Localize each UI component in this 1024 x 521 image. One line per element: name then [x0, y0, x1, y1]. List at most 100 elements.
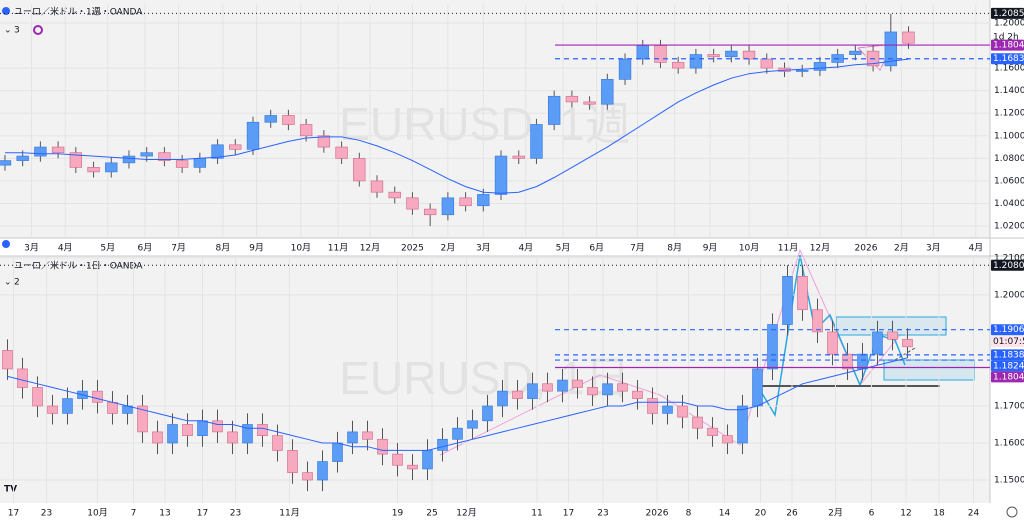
- x-tick-label: 6月: [589, 243, 604, 254]
- x-tick-label: 17: [8, 509, 19, 519]
- indicator-icon[interactable]: [33, 25, 43, 35]
- indicator-count[interactable]: 2: [14, 278, 20, 288]
- candle-body: [812, 309, 823, 333]
- candle-body: [317, 135, 331, 148]
- candle-body: [107, 401, 118, 414]
- x-tick-label: 24: [968, 509, 980, 519]
- candle-body: [742, 50, 756, 60]
- candle-body: [47, 405, 58, 414]
- x-tick-label: 2025: [401, 244, 424, 254]
- zone-box: [883, 359, 975, 381]
- candle-body: [767, 324, 778, 370]
- candle-body: [282, 115, 295, 125]
- y-tick-label: 1.1600: [994, 64, 1024, 74]
- watermark: EURUSD, 1週: [339, 98, 630, 150]
- price-label: 1.1906: [993, 325, 1024, 335]
- candle-body: [229, 144, 242, 150]
- indicator-count[interactable]: 3: [14, 26, 20, 36]
- candle-body: [332, 442, 343, 462]
- candle-body: [212, 420, 223, 433]
- candle-body: [377, 438, 388, 455]
- x-tick-label: 2026: [646, 509, 669, 519]
- candle-body: [557, 379, 568, 392]
- countdown: 1d 2h: [993, 33, 1019, 43]
- x-tick-label: 8月: [216, 243, 231, 254]
- candle-body: [122, 155, 136, 164]
- candle-body: [477, 194, 490, 207]
- candle-body: [17, 368, 28, 388]
- x-tick-label: 9月: [703, 243, 718, 254]
- x-tick-label: 10月: [739, 243, 759, 254]
- candle-body: [725, 50, 738, 58]
- x-tick-label: 14: [719, 509, 731, 519]
- candle-body: [347, 431, 358, 444]
- settings-icon[interactable]: [1006, 506, 1018, 518]
- collapse-icon[interactable]: ⌄: [4, 26, 12, 36]
- y-tick-label: 1.2000: [994, 18, 1024, 28]
- price-label: 1.1804: [993, 372, 1024, 382]
- x-tick-label: 6月: [138, 243, 153, 254]
- moving-average: [7, 357, 908, 451]
- candle-body: [158, 152, 171, 161]
- candle-body: [246, 121, 260, 150]
- candle-body: [512, 390, 523, 399]
- candle-body: [2, 350, 13, 370]
- x-tick-label: 12月: [360, 243, 380, 254]
- candle-body: [34, 146, 47, 157]
- candle-body: [632, 390, 643, 399]
- candle-body: [152, 431, 163, 444]
- x-tick-label: 17: [197, 509, 208, 519]
- price-label: 1.1804: [993, 41, 1024, 51]
- candle-body: [167, 424, 178, 444]
- candle-body: [583, 101, 596, 105]
- x-tick-label: 11月: [279, 508, 299, 519]
- collapse-icon[interactable]: ⌄: [4, 278, 12, 288]
- candle-body: [193, 157, 207, 168]
- candle-body: [406, 197, 419, 210]
- candle-body: [857, 353, 868, 370]
- x-tick-label: 4月: [58, 243, 73, 254]
- price-label-bg: [991, 7, 1024, 19]
- candle-body: [272, 435, 283, 451]
- candle-body: [572, 379, 583, 388]
- x-tick-label: 13: [159, 509, 170, 519]
- candle-body: [601, 79, 614, 105]
- candle-body: [175, 160, 189, 168]
- candle-body: [0, 160, 12, 166]
- price-label: 1.1824: [993, 361, 1024, 371]
- candle-body: [722, 435, 733, 444]
- x-tick-label: 12月: [810, 243, 830, 254]
- tv-logo[interactable]: TV: [4, 485, 17, 495]
- candle-body: [257, 424, 268, 436]
- x-tick-label: 4月: [968, 243, 983, 254]
- candle-body: [737, 405, 748, 444]
- x-tick-label: 12月: [456, 508, 476, 519]
- x-tick-label: 8月: [667, 243, 682, 254]
- candle-body: [211, 144, 224, 159]
- projection-arrow: [894, 347, 916, 361]
- candle-body: [302, 472, 313, 481]
- candle-body: [872, 331, 883, 355]
- pane-bg: [0, 0, 990, 238]
- candle-body: [707, 54, 720, 58]
- symbol-header: ユーロ／米ドル・1週・OANDA: [14, 6, 143, 18]
- candle-body: [335, 146, 348, 159]
- candle-body: [494, 155, 508, 195]
- y-tick-label: 1.1400: [994, 86, 1024, 96]
- candle-body: [813, 62, 827, 71]
- x-tick-label: 9月: [249, 243, 264, 254]
- price-label: 1.2080: [993, 261, 1024, 271]
- candle-body: [140, 152, 153, 157]
- x-tick-label: 26: [786, 509, 798, 519]
- x-tick-label: 6: [869, 509, 875, 519]
- candle-body: [671, 62, 685, 69]
- candle-body: [497, 390, 508, 407]
- candle-body: [482, 405, 493, 422]
- y-tick-label: 1.1600: [994, 439, 1024, 449]
- x-tick-label: 18: [933, 509, 945, 519]
- price-label-bg: [991, 360, 1024, 372]
- candle-body: [618, 58, 632, 80]
- x-tick-label: 19: [392, 509, 404, 519]
- candle-body: [827, 331, 838, 355]
